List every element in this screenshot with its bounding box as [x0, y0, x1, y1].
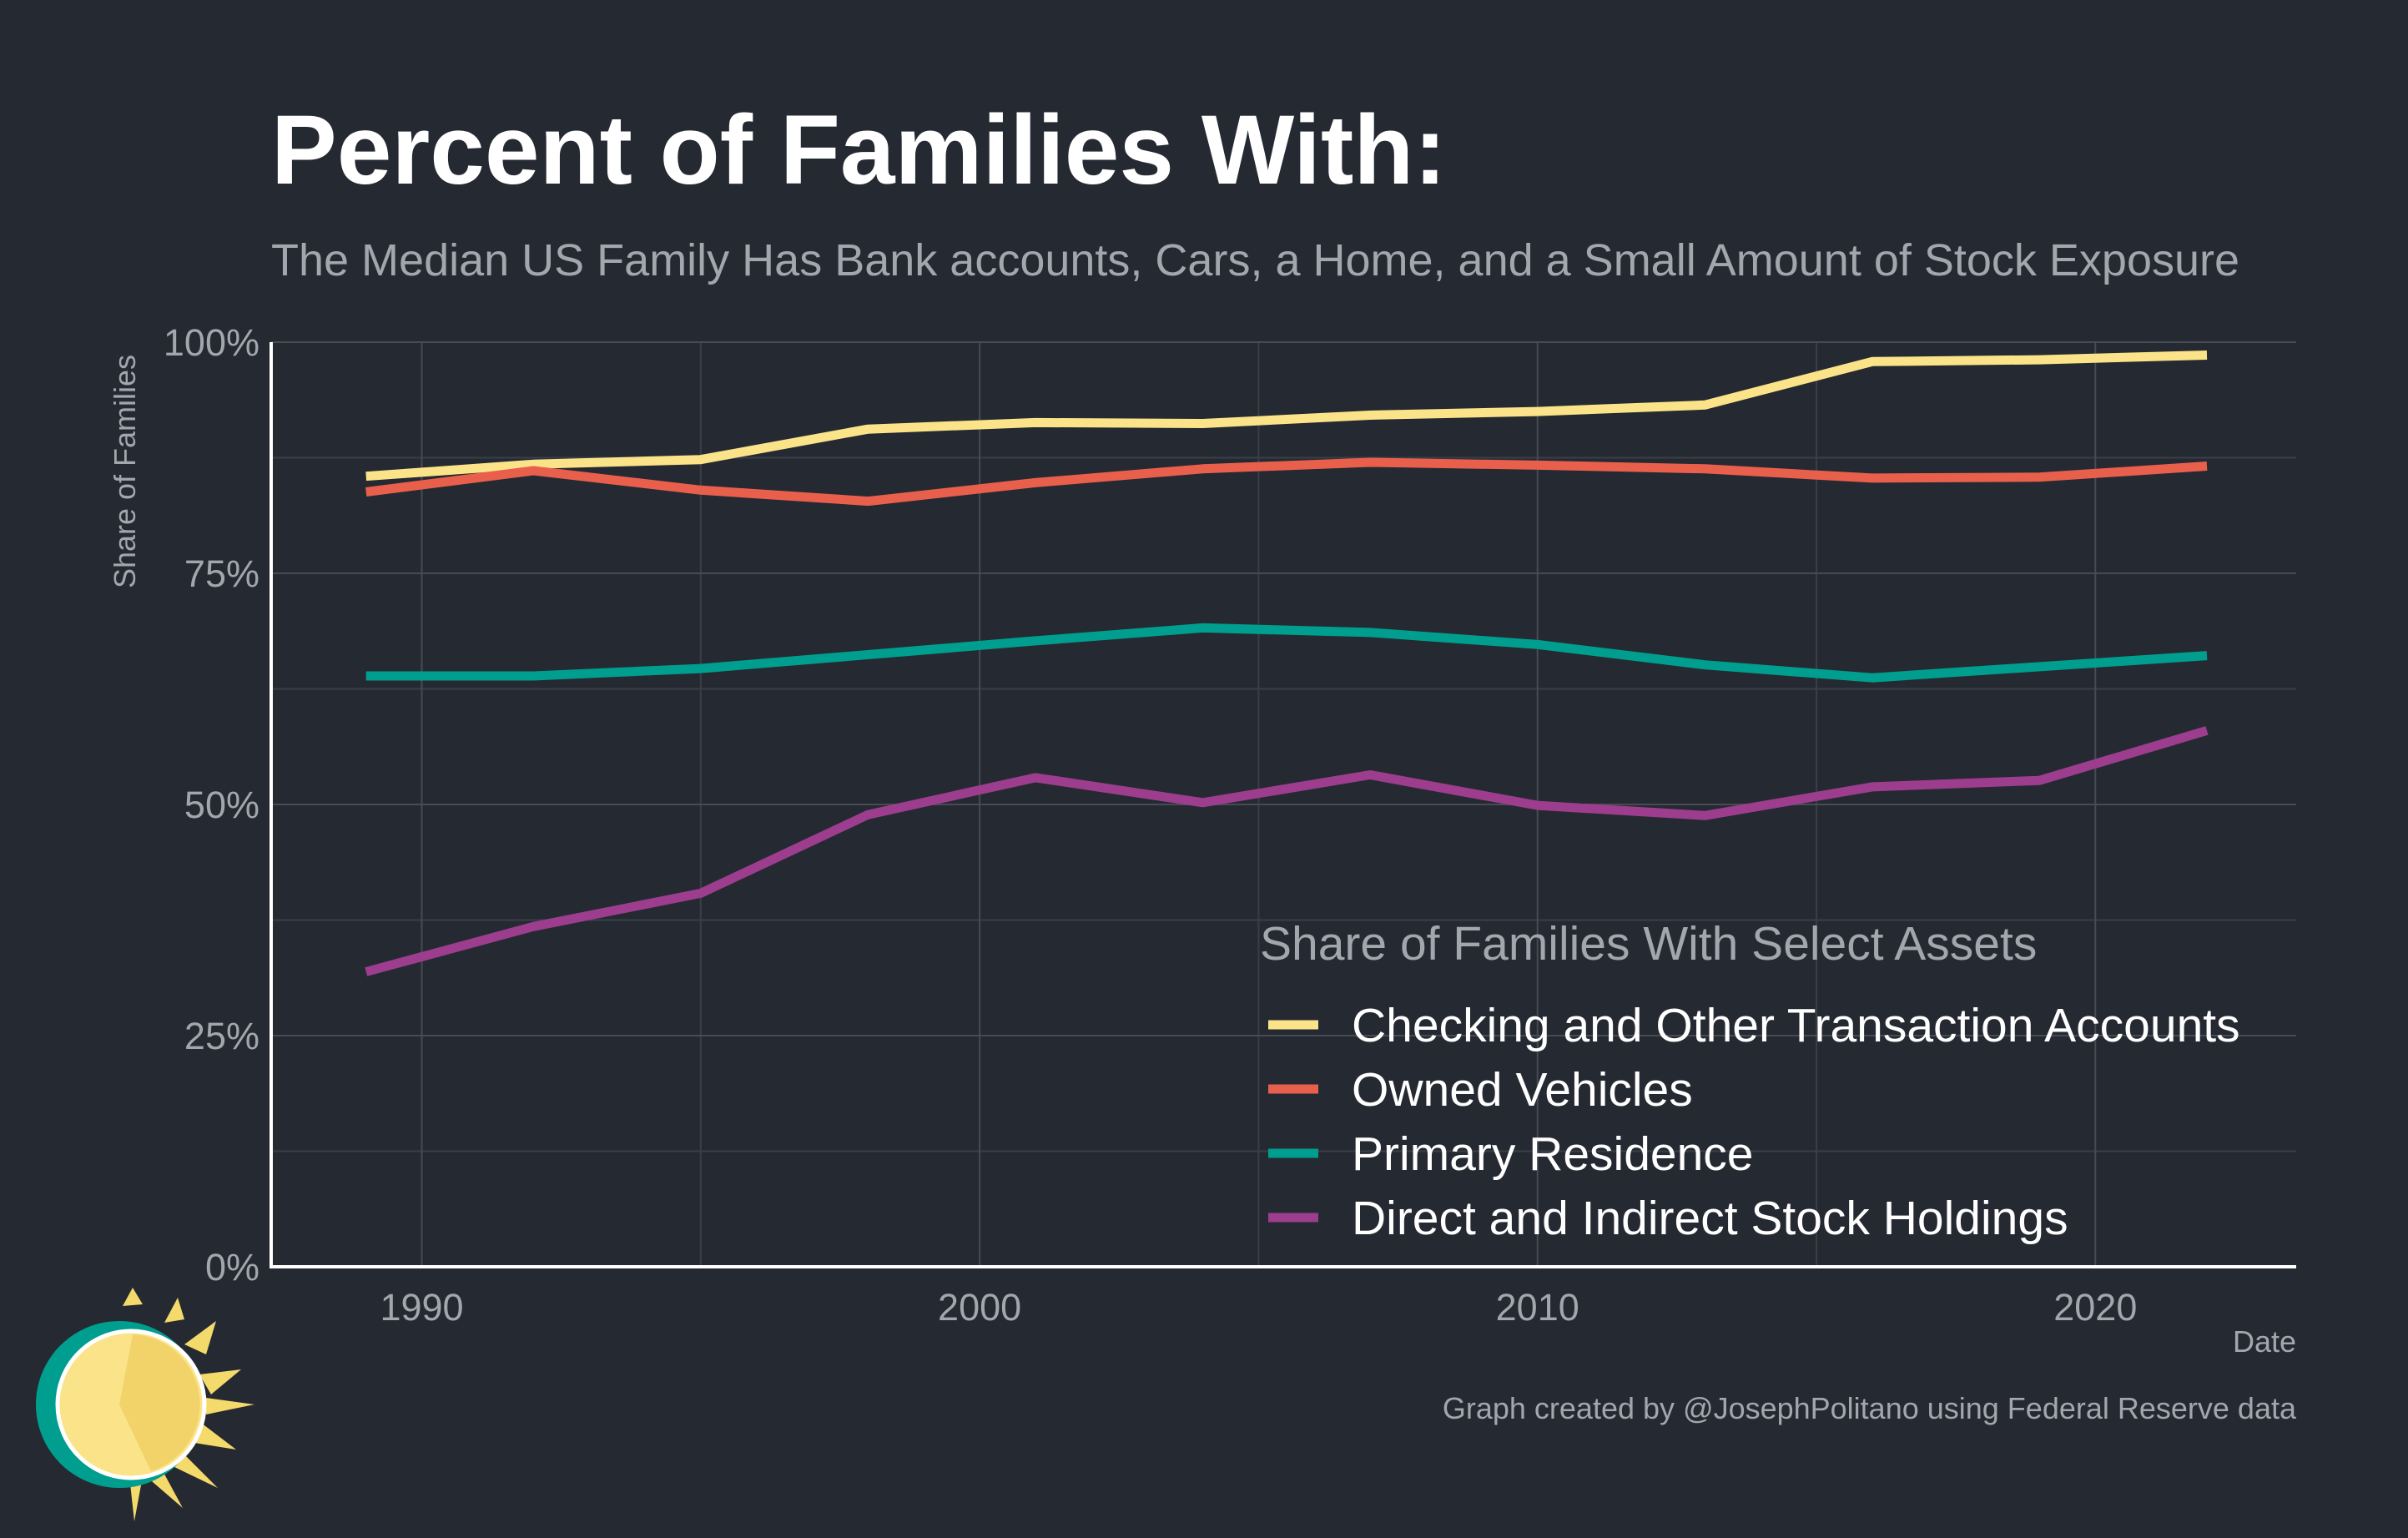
x-axis-ticks: 1990 2000 2010 2020	[380, 1286, 2137, 1329]
x-tick-label: 2000	[938, 1286, 1021, 1329]
chart-caption: Graph created by @JosephPolitano using F…	[1443, 1391, 2297, 1425]
series-line	[365, 350, 2208, 482]
series-line	[365, 457, 2208, 507]
x-tick-label: 2010	[1496, 1286, 1579, 1329]
sun-ray	[184, 1321, 216, 1354]
sun-shade	[119, 1334, 200, 1471]
legend-label: Owned Vehicles	[1352, 1063, 1693, 1117]
legend-title: Share of Families With Select Assets	[1260, 917, 2037, 971]
legend-items: Checking and Other Transaction Accounts O…	[1268, 999, 2240, 1245]
legend: Share of Families With Select Assets Che…	[1260, 917, 2240, 1245]
x-tick-label: 2020	[2053, 1286, 2137, 1329]
legend-label: Primary Residence	[1352, 1127, 1754, 1181]
series-line	[365, 726, 2209, 976]
sun-ray	[206, 1398, 254, 1414]
y-tick-label: 50%	[184, 784, 259, 826]
y-tick-label: 75%	[184, 552, 259, 595]
y-tick-label: 0%	[205, 1246, 259, 1288]
chart-subtitle: The Median US Family Has Bank accounts, …	[271, 235, 2239, 285]
x-tick-label: 1990	[380, 1286, 463, 1329]
y-axis-title: Share of Families	[108, 355, 142, 588]
sun-ray	[164, 1298, 184, 1323]
legend-label: Direct and Indirect Stock Holdings	[1352, 1192, 2068, 1245]
series-lines	[365, 350, 2209, 976]
y-tick-label: 100%	[164, 321, 259, 364]
sun-ray	[123, 1288, 143, 1306]
legend-label: Checking and Other Transaction Accounts	[1352, 999, 2240, 1052]
sun-ray	[199, 1369, 241, 1394]
y-tick-label: 25%	[184, 1015, 259, 1057]
x-axis-title: Date	[2233, 1324, 2296, 1359]
chart-title: Percent of Families With:	[271, 95, 1447, 205]
y-axis-ticks: 0% 25% 50% 75% 100%	[164, 321, 259, 1288]
sun-ray	[129, 1476, 143, 1521]
series-line	[365, 623, 2208, 683]
sun-ray	[194, 1423, 236, 1450]
sun-ray	[173, 1455, 218, 1488]
sun-logo	[36, 1288, 254, 1521]
